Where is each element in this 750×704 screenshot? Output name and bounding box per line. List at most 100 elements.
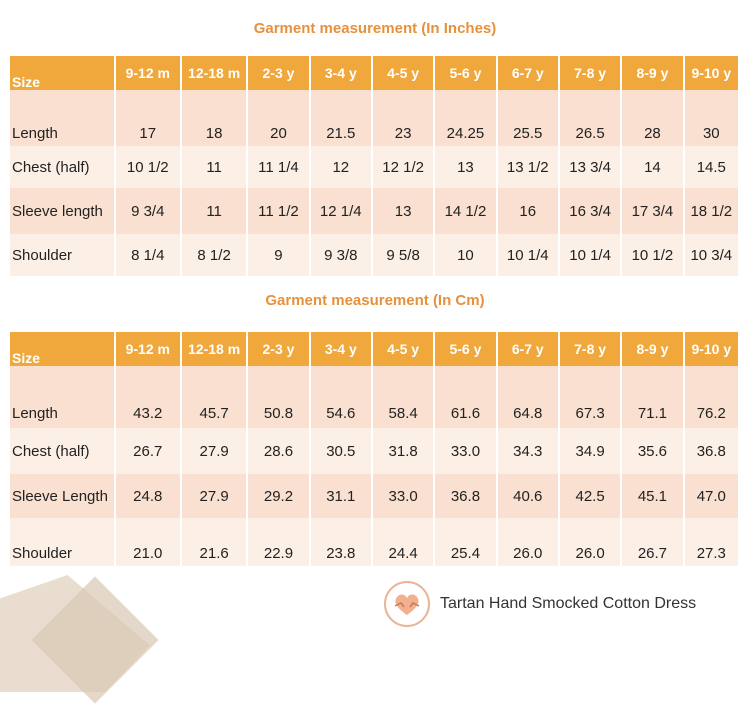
table-row: Shoulder 21.0 21.6 22.9 23.8 24.4 25.4 2… bbox=[10, 518, 738, 566]
table-cell: 36.8 bbox=[684, 428, 738, 474]
table-cell: 33.0 bbox=[372, 474, 434, 518]
table-cell: 9 bbox=[248, 234, 309, 276]
table-row: Length 17 18 20 21.5 23 24.25 25.5 26.5 … bbox=[10, 90, 738, 146]
table-cell: 18 bbox=[181, 90, 247, 146]
table-cell: 33.0 bbox=[435, 428, 496, 474]
table-cell: 31.1 bbox=[310, 474, 371, 518]
size-col-header: 9-10 y bbox=[684, 332, 738, 366]
row-label: Chest (half) bbox=[10, 146, 114, 188]
table-cell: 10 1/2 bbox=[115, 146, 180, 188]
table-cell: 12 1/4 bbox=[310, 188, 371, 234]
table-cell: 40.6 bbox=[497, 474, 558, 518]
table-cell: 11 bbox=[181, 188, 247, 234]
size-col-header: 8-9 y bbox=[622, 332, 683, 366]
table-cell: 54.6 bbox=[310, 366, 371, 428]
row-label: Shoulder bbox=[10, 234, 114, 276]
size-col-header: 5-6 y bbox=[435, 56, 496, 90]
size-col-header: 9-12 m bbox=[115, 332, 180, 366]
table-cell: 10 1/2 bbox=[622, 234, 683, 276]
table-cell: 17 bbox=[115, 90, 180, 146]
table-cell: 14.5 bbox=[684, 146, 738, 188]
table-cell: 27.3 bbox=[684, 518, 738, 566]
table-cell: 26.7 bbox=[115, 428, 180, 474]
size-col-header: 6-7 y bbox=[497, 332, 558, 366]
table-cell: 9 3/8 bbox=[310, 234, 371, 276]
table-cell: 11 bbox=[181, 146, 247, 188]
inch-size-table: Size 9-12 m 12-18 m 2-3 y 3-4 y 4-5 y 5-… bbox=[8, 56, 740, 276]
row-label: Length bbox=[10, 366, 114, 428]
table-cell: 21.5 bbox=[310, 90, 371, 146]
table-cell: 13 3/4 bbox=[559, 146, 621, 188]
header-row: Size 9-12 m 12-18 m 2-3 y 3-4 y 4-5 y 5-… bbox=[10, 56, 738, 90]
inch-table-title: Garment measurement (In Inches) bbox=[253, 20, 497, 37]
brand-name: Tartan Hand Smocked Cotton Dress bbox=[440, 595, 697, 612]
table-cell: 35.6 bbox=[622, 428, 683, 474]
table-cell: 16 3/4 bbox=[559, 188, 621, 234]
row-label: Shoulder bbox=[10, 518, 114, 566]
table-cell: 9 5/8 bbox=[372, 234, 434, 276]
table-cell: 21.6 bbox=[181, 518, 247, 566]
size-col-header: 3-4 y bbox=[310, 56, 371, 90]
size-col-header: 2-3 y bbox=[248, 332, 309, 366]
row-label: Length bbox=[10, 90, 114, 146]
size-col-header: 6-7 y bbox=[497, 56, 558, 90]
table-cell: 58.4 bbox=[372, 366, 434, 428]
table-cell: 45.1 bbox=[622, 474, 683, 518]
table-cell: 64.8 bbox=[497, 366, 558, 428]
table-row: Sleeve length 9 3/4 11 11 1/2 12 1/4 13 … bbox=[10, 188, 738, 234]
table-cell: 10 bbox=[435, 234, 496, 276]
table-cell: 12 bbox=[310, 146, 371, 188]
row-label: Sleeve length bbox=[10, 188, 114, 234]
table-cell: 10 3/4 bbox=[684, 234, 738, 276]
table-cell: 14 bbox=[622, 146, 683, 188]
table-cell: 13 bbox=[372, 188, 434, 234]
table-cell: 17 3/4 bbox=[622, 188, 683, 234]
size-col-header: 9-10 y bbox=[684, 56, 738, 90]
table-cell: 24.4 bbox=[372, 518, 434, 566]
row-label: Sleeve Length bbox=[10, 474, 114, 518]
table-cell: 27.9 bbox=[181, 474, 247, 518]
table-cell: 14 1/2 bbox=[435, 188, 496, 234]
table-cell: 22.9 bbox=[248, 518, 309, 566]
table-cell: 23.8 bbox=[310, 518, 371, 566]
table-cell: 21.0 bbox=[115, 518, 180, 566]
table-cell: 31.8 bbox=[372, 428, 434, 474]
table-cell: 9 3/4 bbox=[115, 188, 180, 234]
size-col-header: 4-5 y bbox=[372, 56, 434, 90]
size-col-header: 9-12 m bbox=[115, 56, 180, 90]
cm-size-table: Size 9-12 m 12-18 m 2-3 y 3-4 y 4-5 y 5-… bbox=[8, 332, 740, 566]
brand-block: Tartan Hand Smocked Cotton Dress bbox=[384, 581, 696, 627]
table-cell: 23 bbox=[372, 90, 434, 146]
table-cell: 36.8 bbox=[435, 474, 496, 518]
table-cell: 25.5 bbox=[497, 90, 558, 146]
table-cell: 8 1/4 bbox=[115, 234, 180, 276]
table-cell: 42.5 bbox=[559, 474, 621, 518]
table-cell: 71.1 bbox=[622, 366, 683, 428]
table-cell: 26.5 bbox=[559, 90, 621, 146]
table-row: Chest (half) 26.7 27.9 28.6 30.5 31.8 33… bbox=[10, 428, 738, 474]
table-cell: 20 bbox=[248, 90, 309, 146]
table-cell: 26.0 bbox=[497, 518, 558, 566]
size-header: Size bbox=[10, 56, 114, 90]
size-header: Size bbox=[10, 332, 114, 366]
table-cell: 10 1/4 bbox=[559, 234, 621, 276]
table-cell: 12 1/2 bbox=[372, 146, 434, 188]
table-cell: 25.4 bbox=[435, 518, 496, 566]
table-cell: 30.5 bbox=[310, 428, 371, 474]
size-col-header: 8-9 y bbox=[622, 56, 683, 90]
table-cell: 67.3 bbox=[559, 366, 621, 428]
table-cell: 61.6 bbox=[435, 366, 496, 428]
table-cell: 76.2 bbox=[684, 366, 738, 428]
table-cell: 26.0 bbox=[559, 518, 621, 566]
size-col-header: 5-6 y bbox=[435, 332, 496, 366]
table-cell: 30 bbox=[684, 90, 738, 146]
table-cell: 28 bbox=[622, 90, 683, 146]
table-cell: 45.7 bbox=[181, 366, 247, 428]
size-col-header: 12-18 m bbox=[181, 332, 247, 366]
table-cell: 34.3 bbox=[497, 428, 558, 474]
table-row: Shoulder 8 1/4 8 1/2 9 9 3/8 9 5/8 10 10… bbox=[10, 234, 738, 276]
table-cell: 29.2 bbox=[248, 474, 309, 518]
header-row: Size 9-12 m 12-18 m 2-3 y 3-4 y 4-5 y 5-… bbox=[10, 332, 738, 366]
size-col-header: 3-4 y bbox=[310, 332, 371, 366]
table-cell: 24.25 bbox=[435, 90, 496, 146]
